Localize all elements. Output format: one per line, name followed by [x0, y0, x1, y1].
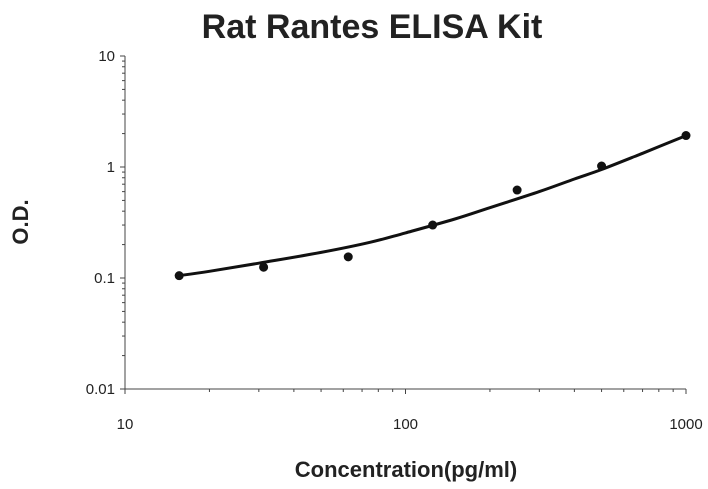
chart-title: Rat Rantes ELISA Kit: [202, 8, 543, 46]
data-point: [428, 220, 438, 230]
data-point: [512, 185, 522, 195]
x-axis-label: Concentration(pg/ml): [295, 457, 517, 482]
data-point: [597, 161, 607, 171]
data-point: [174, 271, 184, 281]
x-tick-label: 10: [117, 416, 134, 433]
data-point: [681, 131, 691, 141]
x-tick-label: 1000: [669, 416, 702, 433]
fit-curve-group: [177, 134, 688, 278]
y-tick-label: 1: [107, 159, 115, 176]
fit-curve: [177, 134, 688, 278]
y-tick-labels: 0.01 0.1 1 10: [86, 48, 115, 398]
data-point: [259, 262, 269, 272]
y-tick-label: 0.01: [86, 381, 115, 398]
y-axis-label: O.D.: [8, 199, 33, 244]
y-tick-label: 10: [98, 48, 115, 65]
data-points: [174, 131, 691, 281]
y-tick-label: 0.1: [94, 270, 115, 287]
x-tick-labels: 10 100 1000: [117, 416, 703, 433]
data-point: [343, 252, 353, 262]
axes: [120, 55, 687, 394]
x-tick-label: 100: [393, 416, 418, 433]
